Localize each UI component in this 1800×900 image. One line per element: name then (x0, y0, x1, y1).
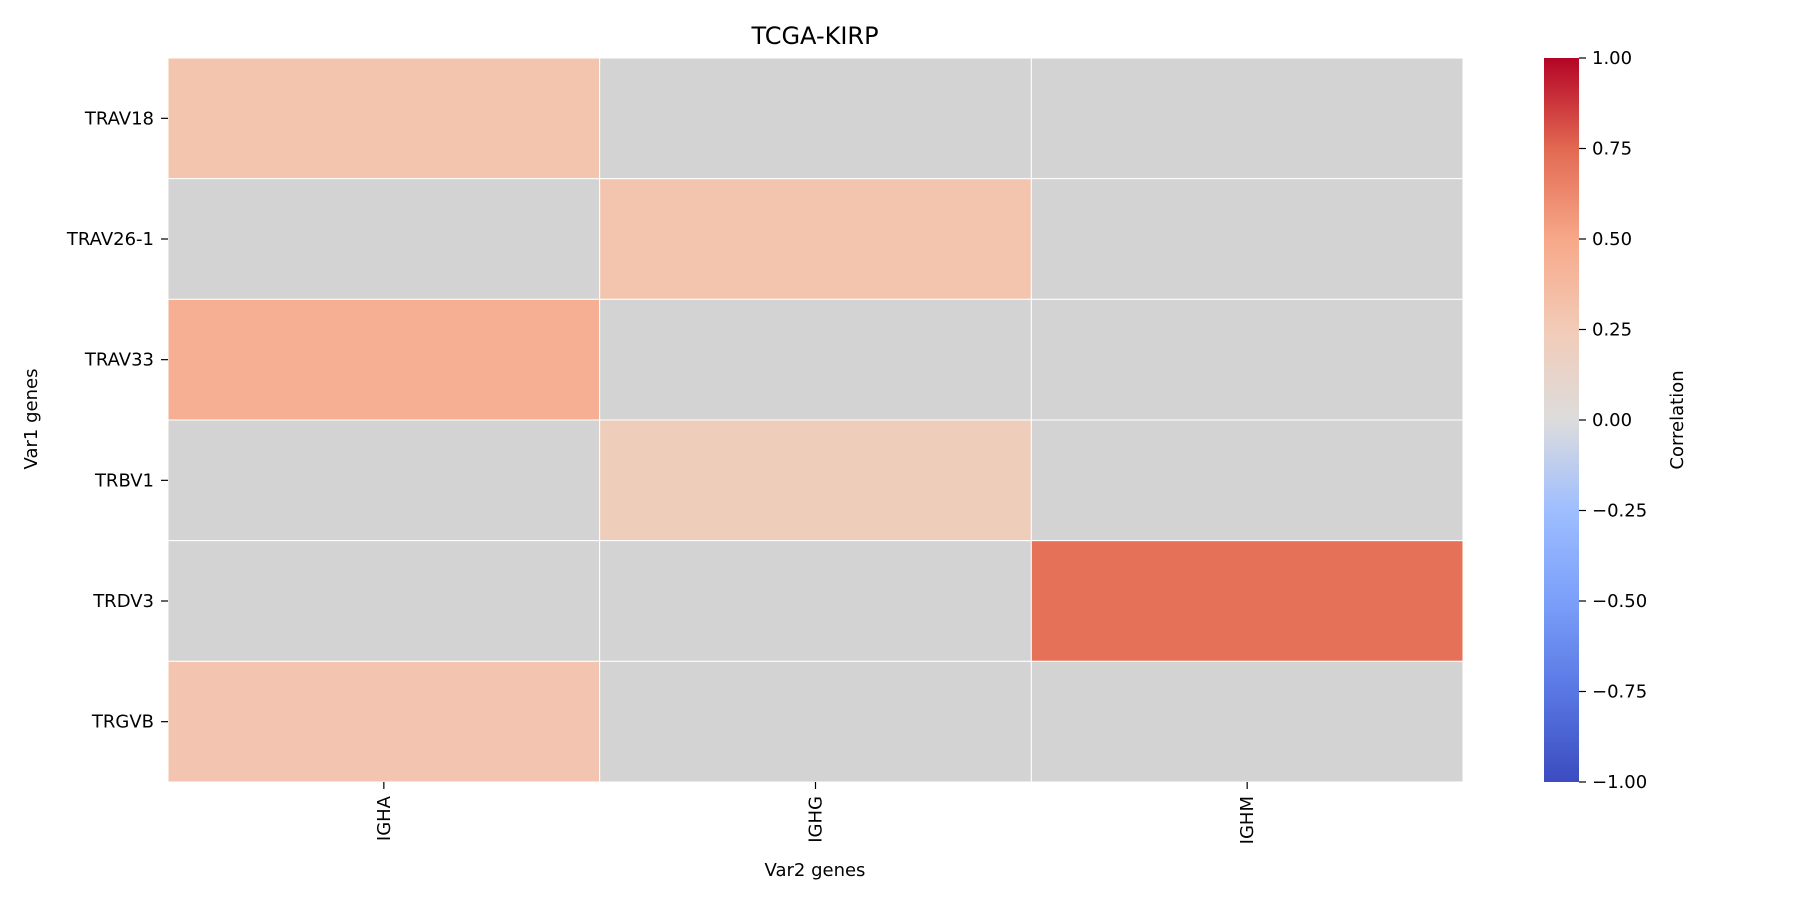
x-tick-label: IGHA (374, 795, 395, 841)
heatmap-cell (1030, 178, 1464, 300)
colorbar-ticks: 1.00 0.75 0.50 0.25 0.00 −0.25 −0.50 −0.75 −1.00 (1579, 48, 1647, 793)
y-tick-label: TRGVB (91, 712, 154, 733)
heatmap-cell (599, 660, 1032, 783)
heatmap-cell (1030, 57, 1464, 180)
heatmap-cell (1030, 660, 1464, 783)
colorbar-gradient (1544, 58, 1579, 782)
heatmap-cell (167, 660, 601, 783)
colorbar-tick-label: −1.00 (1592, 772, 1647, 793)
x-axis-label: Var2 genes (765, 860, 866, 881)
colorbar-tick-label: −0.50 (1592, 591, 1647, 612)
colorbar-tick-label: 0.00 (1592, 410, 1632, 431)
y-tick-label: TRBV1 (94, 470, 154, 491)
colorbar-label: Correlation (1667, 370, 1688, 469)
chart-title: TCGA-KIRP (750, 22, 878, 50)
heatmap-cell (1030, 540, 1464, 662)
heatmap-cell (599, 57, 1032, 180)
y-axis: TRAV18 TRAV26-1 TRAV33 TRBV1 TRDV3 TRGVB (66, 108, 168, 733)
heatmap-cells (167, 57, 1464, 783)
x-tick-label: IGHM (1237, 796, 1258, 844)
heatmap-cell (599, 178, 1032, 300)
x-axis: IGHA IGHG IGHM (374, 782, 1258, 844)
y-tick-label: TRAV33 (84, 350, 154, 371)
colorbar-tick-label: 0.25 (1592, 320, 1632, 341)
heatmap-cell (167, 178, 601, 300)
heatmap-cell (599, 419, 1032, 542)
colorbar: 1.00 0.75 0.50 0.25 0.00 −0.25 −0.50 −0.75 −1.00… (1544, 48, 1688, 793)
heatmap-cell (167, 298, 601, 421)
colorbar-tick-label: −0.25 (1592, 501, 1647, 522)
heatmap-cell (167, 57, 601, 180)
colorbar-tick-label: 0.75 (1592, 139, 1632, 160)
colorbar-tick-label: 1.00 (1592, 48, 1632, 69)
y-tick-label: TRAV18 (84, 108, 154, 129)
heatmap-cell (599, 298, 1032, 421)
heatmap-cell (167, 540, 601, 662)
heatmap-cell (1030, 298, 1464, 421)
colorbar-tick-label: 0.50 (1592, 229, 1632, 250)
y-tick-label: TRDV3 (92, 591, 154, 612)
colorbar-tick-label: −0.75 (1592, 682, 1647, 703)
y-axis-label: Var1 genes (21, 369, 42, 470)
x-tick-label: IGHG (806, 796, 827, 843)
heatmap-cell (167, 419, 601, 542)
heatmap-cell (599, 540, 1032, 662)
heatmap-cell (1030, 419, 1464, 542)
y-tick-label: TRAV26-1 (66, 229, 154, 250)
